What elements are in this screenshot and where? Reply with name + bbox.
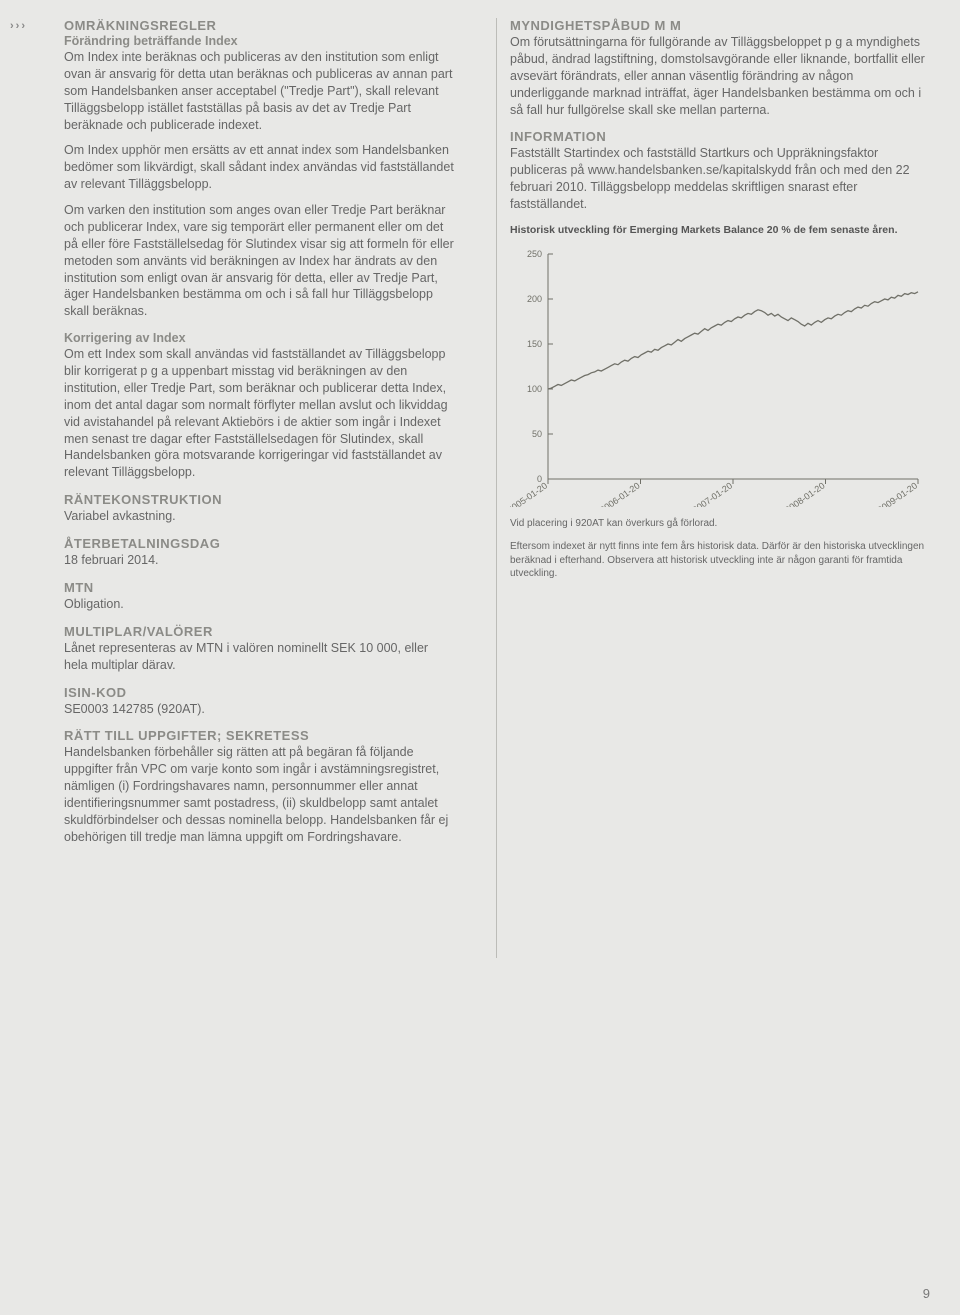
body-text: Lånet representeras av MTN i valören nom… <box>64 640 454 674</box>
left-column: OMRÄKNINGSREGLER Förändring beträffande … <box>64 18 468 857</box>
page-number: 9 <box>923 1286 930 1301</box>
chart-footnote: Vid placering i 920AT kan överkurs gå fö… <box>510 517 930 531</box>
svg-text:100: 100 <box>527 384 542 394</box>
subhead-forandring-index: Förändring beträffande Index <box>64 34 454 48</box>
column-divider <box>496 18 497 958</box>
body-text: SE0003 142785 (920AT). <box>64 701 454 718</box>
body-text: Om Index upphör men ersätts av ett annat… <box>64 142 454 193</box>
body-text: Variabel avkastning. <box>64 508 454 525</box>
chart-svg: 0501001502002502005-01-202006-01-202007-… <box>510 242 930 507</box>
svg-text:2007-01-20: 2007-01-20 <box>691 480 734 507</box>
heading-myndighetspabud: MYNDIGHETSPÅBUD M M <box>510 18 930 33</box>
heading-rantekonstruktion: RÄNTEKONSTRUKTION <box>64 492 454 507</box>
body-text: Om förutsättningarna för fullgörande av … <box>510 34 930 118</box>
heading-information: INFORMATION <box>510 129 930 144</box>
heading-ratt-uppgifter: RÄTT TILL UPPGIFTER; SEKRETESS <box>64 728 454 743</box>
svg-text:2008-01-20: 2008-01-20 <box>783 480 826 507</box>
subhead-korrigering-index: Korrigering av Index <box>64 331 454 345</box>
heading-isin-kod: ISIN-KOD <box>64 685 454 700</box>
body-text: Obligation. <box>64 596 454 613</box>
svg-text:250: 250 <box>527 249 542 259</box>
body-text: Handelsbanken förbehåller sig rätten att… <box>64 744 454 845</box>
line-chart: 0501001502002502005-01-202006-01-202007-… <box>510 242 930 507</box>
heading-multiplar-valorer: MULTIPLAR/VALÖRER <box>64 624 454 639</box>
chart-footnote: Eftersom indexet är nytt finns inte fem … <box>510 540 930 581</box>
chart-title: Historisk utveckling för Emerging Market… <box>510 224 930 236</box>
body-text: Om varken den institution som anges ovan… <box>64 202 454 320</box>
svg-text:50: 50 <box>532 429 542 439</box>
svg-text:2006-01-20: 2006-01-20 <box>598 480 641 507</box>
svg-text:2009-01-20: 2009-01-20 <box>876 480 919 507</box>
continuation-marker: ››› <box>10 18 36 857</box>
body-text: Om ett Index som skall användas vid fast… <box>64 346 454 481</box>
svg-text:200: 200 <box>527 294 542 304</box>
body-text: Om Index inte beräknas och publiceras av… <box>64 49 454 133</box>
right-column: MYNDIGHETSPÅBUD M M Om förutsättningarna… <box>496 18 930 857</box>
heading-aterbetalningsdag: ÅTERBETALNINGSDAG <box>64 536 454 551</box>
svg-text:2005-01-20: 2005-01-20 <box>510 480 549 507</box>
svg-text:150: 150 <box>527 339 542 349</box>
heading-mtn: MTN <box>64 580 454 595</box>
heading-omrakningsregler: OMRÄKNINGSREGLER <box>64 18 454 33</box>
body-text: Fastställt Startindex och fastställd Sta… <box>510 145 930 213</box>
body-text: 18 februari 2014. <box>64 552 454 569</box>
